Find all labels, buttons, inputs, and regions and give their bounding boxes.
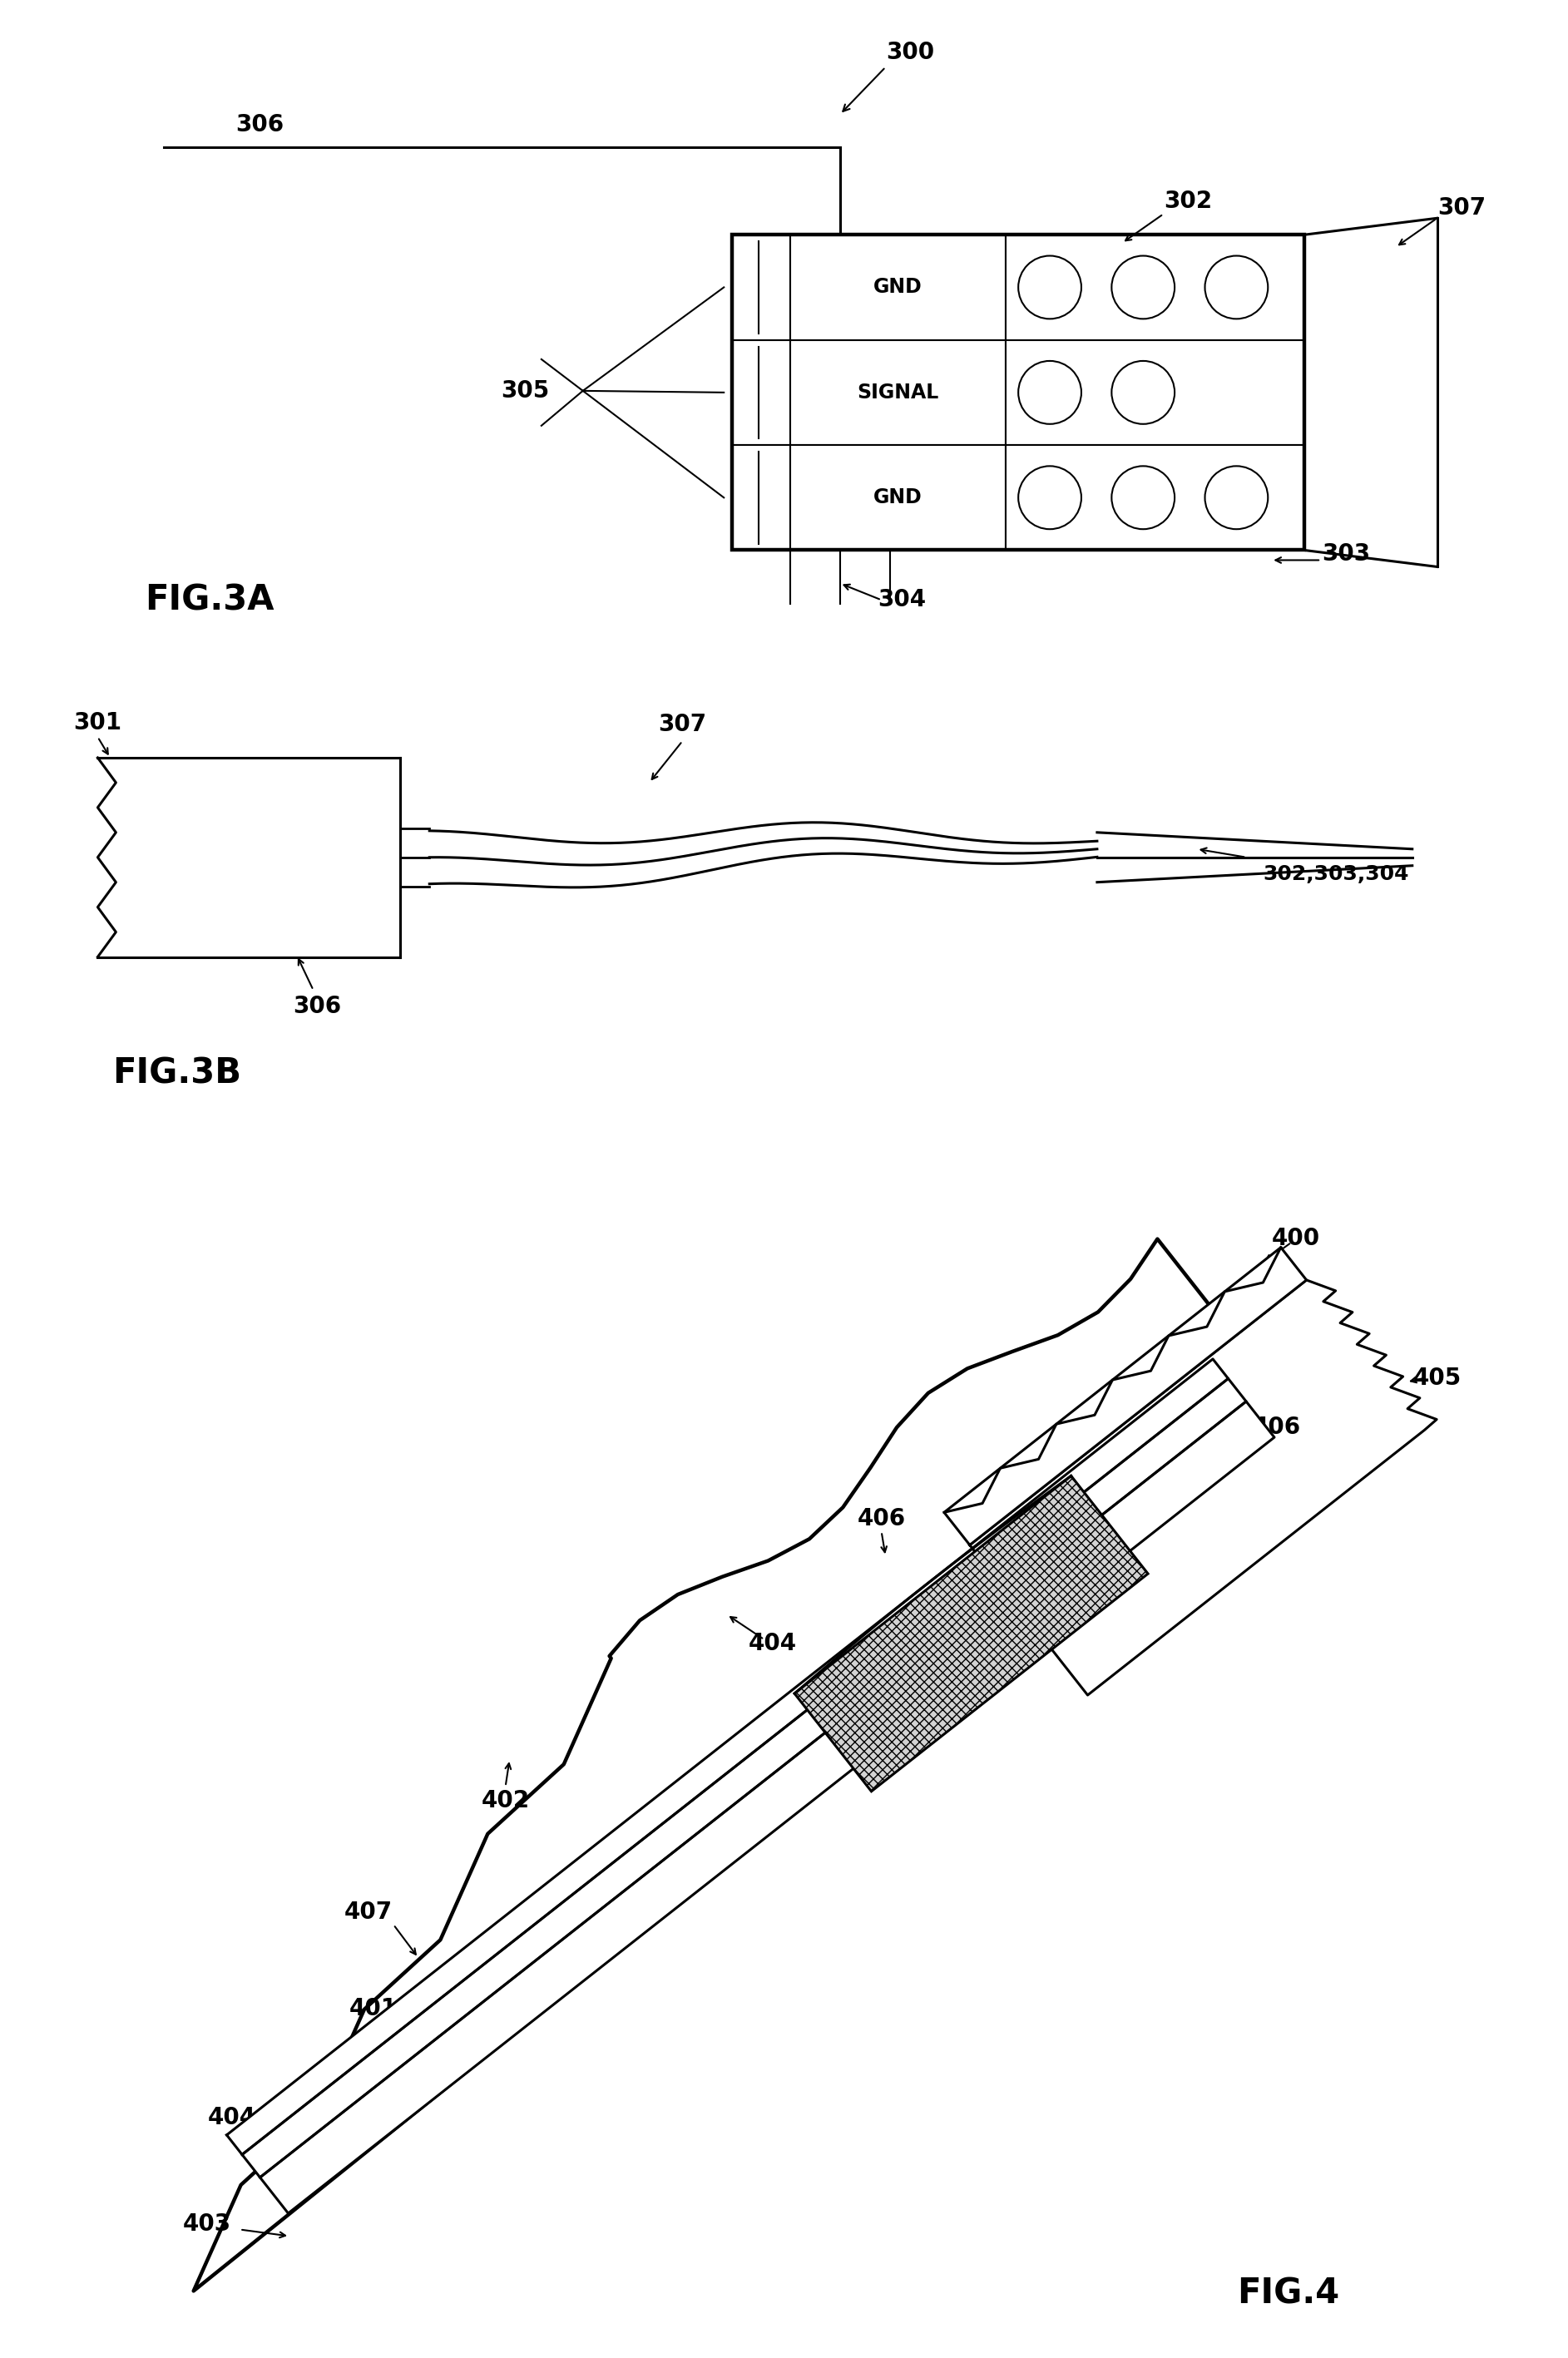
- Bar: [790, 340, 1005, 446]
- Bar: [1005, 446, 1305, 549]
- Text: 403: 403: [182, 2212, 230, 2235]
- Text: 307: 307: [1438, 196, 1486, 219]
- Text: 306: 306: [293, 995, 342, 1019]
- Text: 303: 303: [1322, 542, 1370, 566]
- Text: 302,303,304: 302,303,304: [1262, 863, 1410, 884]
- Text: 407: 407: [345, 1901, 392, 1924]
- Text: 406: 406: [858, 1507, 906, 1530]
- Polygon shape: [193, 1238, 1290, 2292]
- Text: GND: GND: [873, 488, 922, 507]
- Text: 302: 302: [1163, 191, 1212, 212]
- Text: FIG.4: FIG.4: [1237, 2275, 1339, 2311]
- Text: 301: 301: [74, 712, 122, 733]
- Bar: [790, 446, 1005, 549]
- Text: 305: 305: [500, 380, 549, 403]
- Polygon shape: [969, 1280, 1436, 1695]
- Bar: [1005, 236, 1305, 340]
- Bar: [732, 446, 790, 549]
- Text: 307: 307: [659, 712, 707, 736]
- Text: SIGNAL: SIGNAL: [858, 382, 939, 403]
- Text: 404: 404: [748, 1632, 797, 1655]
- Bar: [790, 236, 1005, 340]
- Text: 404: 404: [209, 2106, 257, 2129]
- Text: 300: 300: [886, 40, 935, 64]
- Bar: [1005, 340, 1305, 446]
- Text: 401: 401: [350, 1997, 398, 2021]
- Circle shape: [1204, 255, 1269, 318]
- Text: 306: 306: [235, 113, 284, 137]
- Polygon shape: [944, 1247, 1306, 1544]
- Text: GND: GND: [873, 278, 922, 297]
- Circle shape: [1112, 467, 1174, 528]
- Bar: [732, 340, 790, 446]
- Text: FIG.3B: FIG.3B: [111, 1056, 241, 1092]
- Circle shape: [1112, 361, 1174, 424]
- Circle shape: [1018, 467, 1082, 528]
- Circle shape: [1018, 255, 1082, 318]
- Circle shape: [1204, 467, 1269, 528]
- Text: FIG.3A: FIG.3A: [144, 582, 274, 618]
- Text: 405: 405: [1413, 1365, 1461, 1389]
- Polygon shape: [795, 1476, 1148, 1792]
- Bar: [732, 236, 1305, 549]
- Polygon shape: [241, 1379, 1247, 2176]
- Text: 304: 304: [878, 590, 927, 611]
- Polygon shape: [260, 1401, 1275, 2214]
- Text: 406: 406: [1253, 1415, 1301, 1438]
- Circle shape: [1018, 361, 1082, 424]
- Bar: [732, 236, 790, 340]
- Circle shape: [1112, 255, 1174, 318]
- Text: 402: 402: [481, 1790, 530, 1813]
- Text: 400: 400: [1272, 1226, 1320, 1250]
- Polygon shape: [227, 1358, 1228, 2155]
